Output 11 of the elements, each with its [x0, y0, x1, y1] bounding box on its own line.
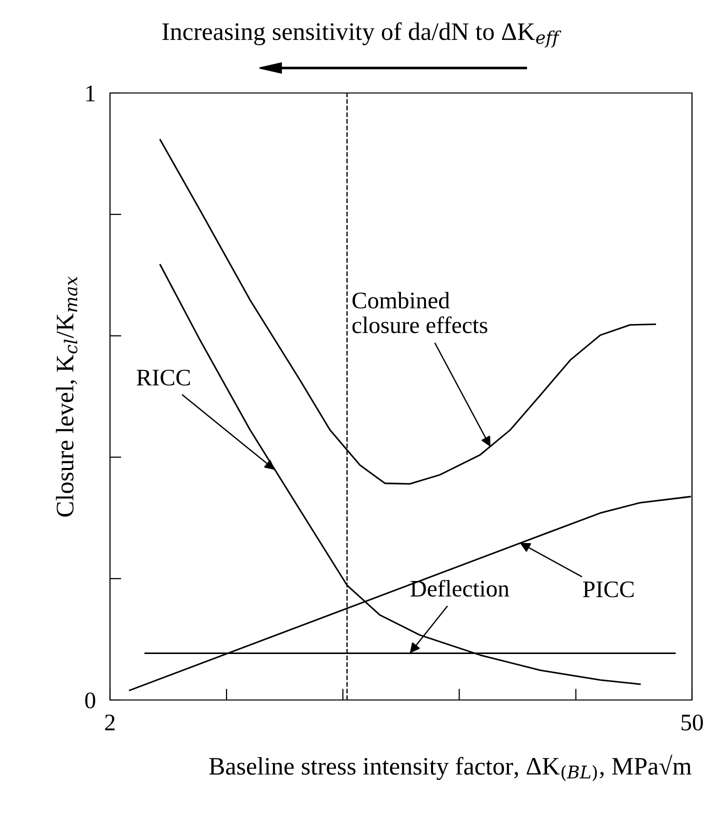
chart-title: Increasing sensitivity of da/dN to ΔK$_{eff}$ [162, 22, 562, 48]
annotation: Deflection [410, 580, 510, 597]
x-tick-label: 50 [682, 714, 703, 731]
annotation: RICC [136, 370, 190, 386]
y-axis-title: Closure level, K$_{cl}$/K$_{max}$ [56, 276, 78, 517]
y-tick-label: 0 [85, 692, 96, 708]
x-tick-label: 2 [105, 714, 115, 730]
x-axis-title: Baseline stress intensity factor, ΔK$_{(BL)}$, MPa√m [209, 754, 692, 782]
y-tick-label: 1 [86, 86, 95, 102]
annotation: PICC [583, 581, 634, 598]
annotation: Combined closure effects [352, 292, 488, 334]
